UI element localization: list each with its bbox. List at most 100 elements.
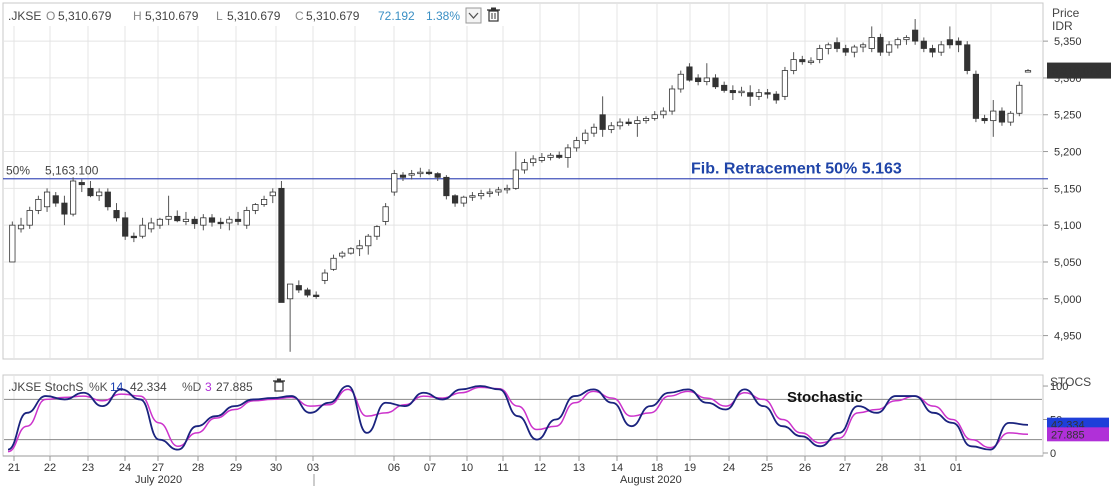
candle-body — [721, 84, 728, 91]
candle-body — [17, 224, 25, 230]
price-ytick-label: 5,150 — [1054, 183, 1082, 195]
candle-body — [373, 226, 381, 237]
candle-body — [547, 154, 554, 158]
candle-body — [894, 39, 901, 46]
high-label: H — [133, 9, 142, 23]
price-horizontal-gridlines — [4, 40, 1042, 337]
candle-body — [512, 169, 519, 189]
stoch-ytick-label: 0 — [1050, 448, 1056, 460]
candle-body — [443, 176, 450, 197]
candle-body — [903, 37, 910, 41]
price-ytick-label: 5,200 — [1054, 147, 1082, 159]
d-value: 27.885 — [216, 380, 253, 394]
x-tick-label: 26 — [799, 462, 811, 474]
price-ytick-label: 5,250 — [1054, 110, 1082, 122]
price-panel-frame — [2, 2, 1044, 360]
candle-body — [964, 44, 971, 71]
price-axis-title-line1: Price — [1052, 6, 1080, 20]
candle-body — [1024, 70, 1032, 73]
candle-body — [868, 37, 875, 49]
fib-level-label: 50% — [6, 164, 30, 178]
candle-body — [747, 92, 754, 97]
candle-body — [399, 174, 407, 178]
candle-body — [234, 218, 242, 222]
candle-body — [43, 191, 51, 208]
candle-body — [764, 92, 771, 95]
candle-body — [972, 73, 980, 119]
price-ytick-label: 5,100 — [1054, 220, 1082, 232]
x-tick-label: 01 — [950, 462, 962, 474]
fib-annotation: Fib. Retracement 50% 5.163 — [691, 161, 902, 178]
chevron-down-icon[interactable] — [465, 7, 482, 24]
candle-body — [96, 191, 103, 197]
candle-body — [660, 110, 667, 116]
x-tick-label: 14 — [611, 462, 623, 474]
price-axis-tick-labels: 4,9505,0005,0505,1005,1505,2005,2505,300… — [1043, 36, 1082, 343]
x-tick-label: 27 — [152, 462, 164, 474]
candle-body — [668, 88, 676, 112]
candle-body — [695, 77, 702, 83]
candle-body — [599, 114, 606, 130]
x-tick-label: 06 — [388, 462, 400, 474]
change-value: 72.192 — [378, 9, 415, 23]
candle-body — [295, 285, 302, 291]
candle-body — [790, 59, 797, 71]
candle-body — [990, 110, 997, 122]
x-tick-label: 11 — [497, 462, 508, 474]
stoch-d-tag-text: 27.885 — [1051, 429, 1085, 441]
x-tick-label: 12 — [534, 462, 546, 474]
candle-body — [313, 294, 320, 298]
d-period: 3 — [205, 380, 212, 394]
candle-body — [521, 162, 528, 171]
x-tick-label: 21 — [8, 462, 20, 474]
candle-body — [287, 283, 294, 300]
fib-level-value: 5,163.100 — [45, 164, 99, 178]
candle-body — [851, 46, 858, 53]
k-label: %K — [89, 380, 108, 394]
candle-body — [504, 187, 511, 191]
candle-body — [330, 257, 337, 270]
candle-body — [703, 77, 710, 83]
x-tick-label: 25 — [761, 462, 773, 474]
last-price-text: 5,310.679 — [1052, 66, 1101, 78]
candle-body — [208, 217, 216, 223]
candle-body — [886, 44, 893, 53]
candle-body — [391, 173, 398, 193]
price-ytick-label: 4,950 — [1054, 331, 1082, 343]
x-tick-label: 24 — [723, 462, 735, 474]
candle-body — [651, 114, 658, 119]
candle-body — [877, 37, 884, 53]
k-period: 14 — [110, 380, 124, 394]
candle-body — [260, 199, 268, 205]
candle-body — [243, 210, 250, 226]
stoch-ytick-label: 100 — [1050, 381, 1068, 393]
candle-body — [634, 120, 641, 124]
candle-body — [469, 195, 476, 198]
symbol-label: .JKSE — [8, 9, 41, 23]
high-value: 5,310.679 — [145, 9, 199, 23]
candle-body — [130, 235, 137, 239]
trash-icon[interactable] — [487, 7, 500, 22]
candle-body — [625, 121, 632, 125]
x-tick-label: 23 — [82, 462, 94, 474]
candle-body — [217, 221, 224, 225]
candle-body — [608, 125, 615, 130]
candle-body — [955, 40, 962, 46]
x-tick-label: 28 — [192, 462, 204, 474]
x-tick-label: 19 — [684, 462, 696, 474]
x-tick-label: 30 — [270, 462, 282, 474]
candle-body — [773, 93, 780, 101]
candle-body — [9, 224, 16, 263]
last-price-tag: 5,310.679 — [1047, 62, 1111, 79]
candle-body — [738, 90, 745, 94]
candle-body — [556, 154, 563, 158]
candle-body — [269, 191, 276, 197]
candle-body — [495, 189, 502, 193]
stoch-trash-icon[interactable] — [273, 378, 285, 392]
candle-body — [686, 66, 693, 81]
price-axis-title-line2: IDR — [1052, 19, 1073, 33]
candle-body — [347, 248, 354, 254]
candle-body — [573, 140, 580, 149]
price-ytick-label: 5,000 — [1054, 294, 1082, 306]
candle-body — [26, 210, 33, 226]
